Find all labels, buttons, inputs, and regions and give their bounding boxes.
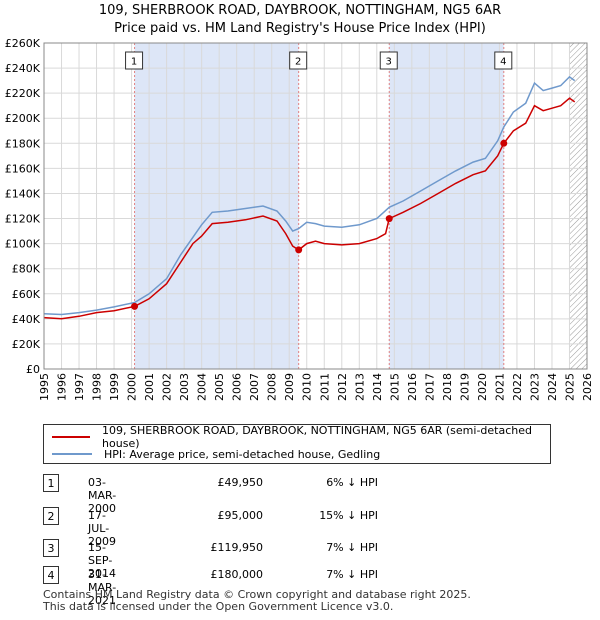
sale-number-label: 3 bbox=[386, 57, 392, 68]
sale-number-badge: 1 bbox=[43, 474, 59, 492]
hpi-series-line bbox=[44, 75, 576, 316]
sale-hpi-diff: 7% ↓ HPI bbox=[326, 541, 378, 554]
x-tick-label: 2022 bbox=[511, 373, 524, 401]
y-tick-label: £80K bbox=[12, 263, 41, 276]
x-tick-label: 2002 bbox=[161, 373, 174, 401]
x-tick-label: 2007 bbox=[248, 373, 261, 401]
x-tick-label: 2010 bbox=[301, 373, 314, 401]
x-tick-label: 2005 bbox=[213, 373, 226, 401]
x-tick-label: 1996 bbox=[56, 373, 69, 401]
x-tick-label: 2004 bbox=[196, 373, 209, 401]
x-tick-label: 2003 bbox=[178, 373, 191, 401]
x-tick-label: 2009 bbox=[283, 373, 296, 401]
y-tick-label: £180K bbox=[5, 137, 41, 150]
y-tick-label: £240K bbox=[5, 62, 41, 75]
footer-copyright: Contains HM Land Registry data © Crown c… bbox=[43, 588, 471, 601]
y-tick-label: £0 bbox=[26, 363, 40, 376]
sale-price: £95,000 bbox=[217, 509, 264, 522]
x-tick-label: 2014 bbox=[371, 373, 384, 401]
footer-license: This data is licensed under the Open Gov… bbox=[43, 600, 394, 613]
sale-number-box bbox=[494, 51, 513, 70]
y-tick-label: £220K bbox=[5, 87, 41, 100]
price-chart: 1 2 3 4 £0 £20K £40K £60K £80K £100K £120K £140K £16… bbox=[5, 37, 594, 401]
sale-hpi-diff: 15% ↓ HPI bbox=[319, 509, 378, 522]
y-tick-label: £140K bbox=[5, 187, 41, 200]
plot-background bbox=[44, 43, 587, 369]
x-tick-label: 2013 bbox=[353, 373, 366, 401]
sale-number-box bbox=[125, 51, 144, 70]
sale-number-label: 1 bbox=[131, 57, 137, 68]
x-tick-label: 2020 bbox=[476, 373, 489, 401]
sale-number-box bbox=[379, 51, 398, 70]
y-tick-label: £20K bbox=[12, 338, 41, 351]
y-tick-label: £260K bbox=[5, 37, 41, 50]
sale-number-box bbox=[289, 51, 308, 70]
x-tick-label: 2001 bbox=[143, 373, 156, 401]
forecast-hatch bbox=[569, 43, 587, 369]
y-tick-label: £120K bbox=[5, 213, 41, 226]
x-tick-label: 2016 bbox=[406, 373, 419, 401]
sale-date: 17-JUL-2009 bbox=[88, 509, 116, 548]
legend-label-property: 109, SHERBROOK ROAD, DAYBROOK, NOTTINGHA… bbox=[102, 424, 532, 450]
legend-line-property bbox=[52, 436, 91, 438]
sale-price: £119,950 bbox=[210, 541, 264, 554]
x-tick-label: 1997 bbox=[73, 373, 86, 401]
chart-title: 109, SHERBROOK ROAD, DAYBROOK, NOTTINGHA… bbox=[98, 3, 502, 18]
y-tick-label: £60K bbox=[12, 288, 41, 301]
ownership-shade bbox=[134, 43, 299, 369]
sale-number-badge: 3 bbox=[43, 539, 59, 557]
x-tick-label: 2017 bbox=[423, 373, 436, 401]
y-tick-label: £160K bbox=[5, 162, 41, 175]
legend-item-property: 109, SHERBROOK ROAD, DAYBROOK, NOTTINGHA… bbox=[52, 424, 550, 450]
legend-label-hpi: HPI: Average price, semi-detached house,… bbox=[104, 447, 381, 461]
x-tick-label: 1998 bbox=[91, 373, 104, 401]
legend-item-hpi: HPI: Average price, semi-detached house,… bbox=[52, 446, 380, 462]
x-tick-label: 2023 bbox=[528, 373, 541, 401]
x-tick-label: 2015 bbox=[388, 373, 401, 401]
sale-hpi-diff: 7% ↓ HPI bbox=[326, 568, 378, 581]
property-series-line bbox=[44, 97, 576, 320]
y-tick-label: £200K bbox=[5, 112, 41, 125]
x-tick-label: 2019 bbox=[458, 373, 471, 401]
footer: Contains HM Land Registry data © Crown c… bbox=[43, 589, 471, 613]
sale-number-label: 2 bbox=[295, 57, 301, 68]
x-tick-label: 2026 bbox=[581, 373, 594, 401]
sale-price: £49,950 bbox=[217, 476, 264, 489]
x-tick-label: 2000 bbox=[126, 373, 139, 401]
legend-line-hpi bbox=[52, 453, 92, 455]
x-tick-label: 2011 bbox=[318, 373, 331, 401]
x-tick-label: 2006 bbox=[231, 373, 244, 401]
sale-date: 03-MAR-2000 bbox=[88, 476, 117, 515]
x-tick-label: 2008 bbox=[266, 373, 279, 401]
sale-date: 31-MAR-2021 bbox=[88, 568, 117, 607]
sale-point bbox=[131, 302, 139, 310]
sale-point bbox=[500, 139, 508, 147]
x-tick-label: 2024 bbox=[546, 373, 559, 401]
sale-point bbox=[385, 215, 393, 223]
x-tick-label: 1999 bbox=[108, 373, 121, 401]
chart-subtitle: Price paid vs. HM Land Registry's House … bbox=[114, 21, 486, 36]
sale-price: £180,000 bbox=[210, 568, 264, 581]
sale-date: 15-SEP-2014 bbox=[88, 541, 116, 580]
sale-point bbox=[295, 246, 303, 254]
sale-hpi-diff: 6% ↓ HPI bbox=[326, 476, 378, 489]
legend: 109, SHERBROOK ROAD, DAYBROOK, NOTTINGHA… bbox=[43, 424, 551, 464]
x-tick-label: 2018 bbox=[441, 373, 454, 401]
sale-number-badge: 2 bbox=[43, 507, 59, 525]
x-tick-label: 2021 bbox=[493, 373, 506, 401]
plot-border bbox=[43, 42, 588, 370]
x-tick-label: 1995 bbox=[38, 373, 51, 401]
y-tick-label: £100K bbox=[5, 238, 41, 251]
x-tick-label: 2025 bbox=[563, 373, 576, 401]
x-tick-label: 2012 bbox=[336, 373, 349, 401]
sale-number-badge: 4 bbox=[43, 566, 59, 584]
y-tick-label: £40K bbox=[12, 313, 41, 326]
sale-number-label: 4 bbox=[500, 57, 506, 68]
